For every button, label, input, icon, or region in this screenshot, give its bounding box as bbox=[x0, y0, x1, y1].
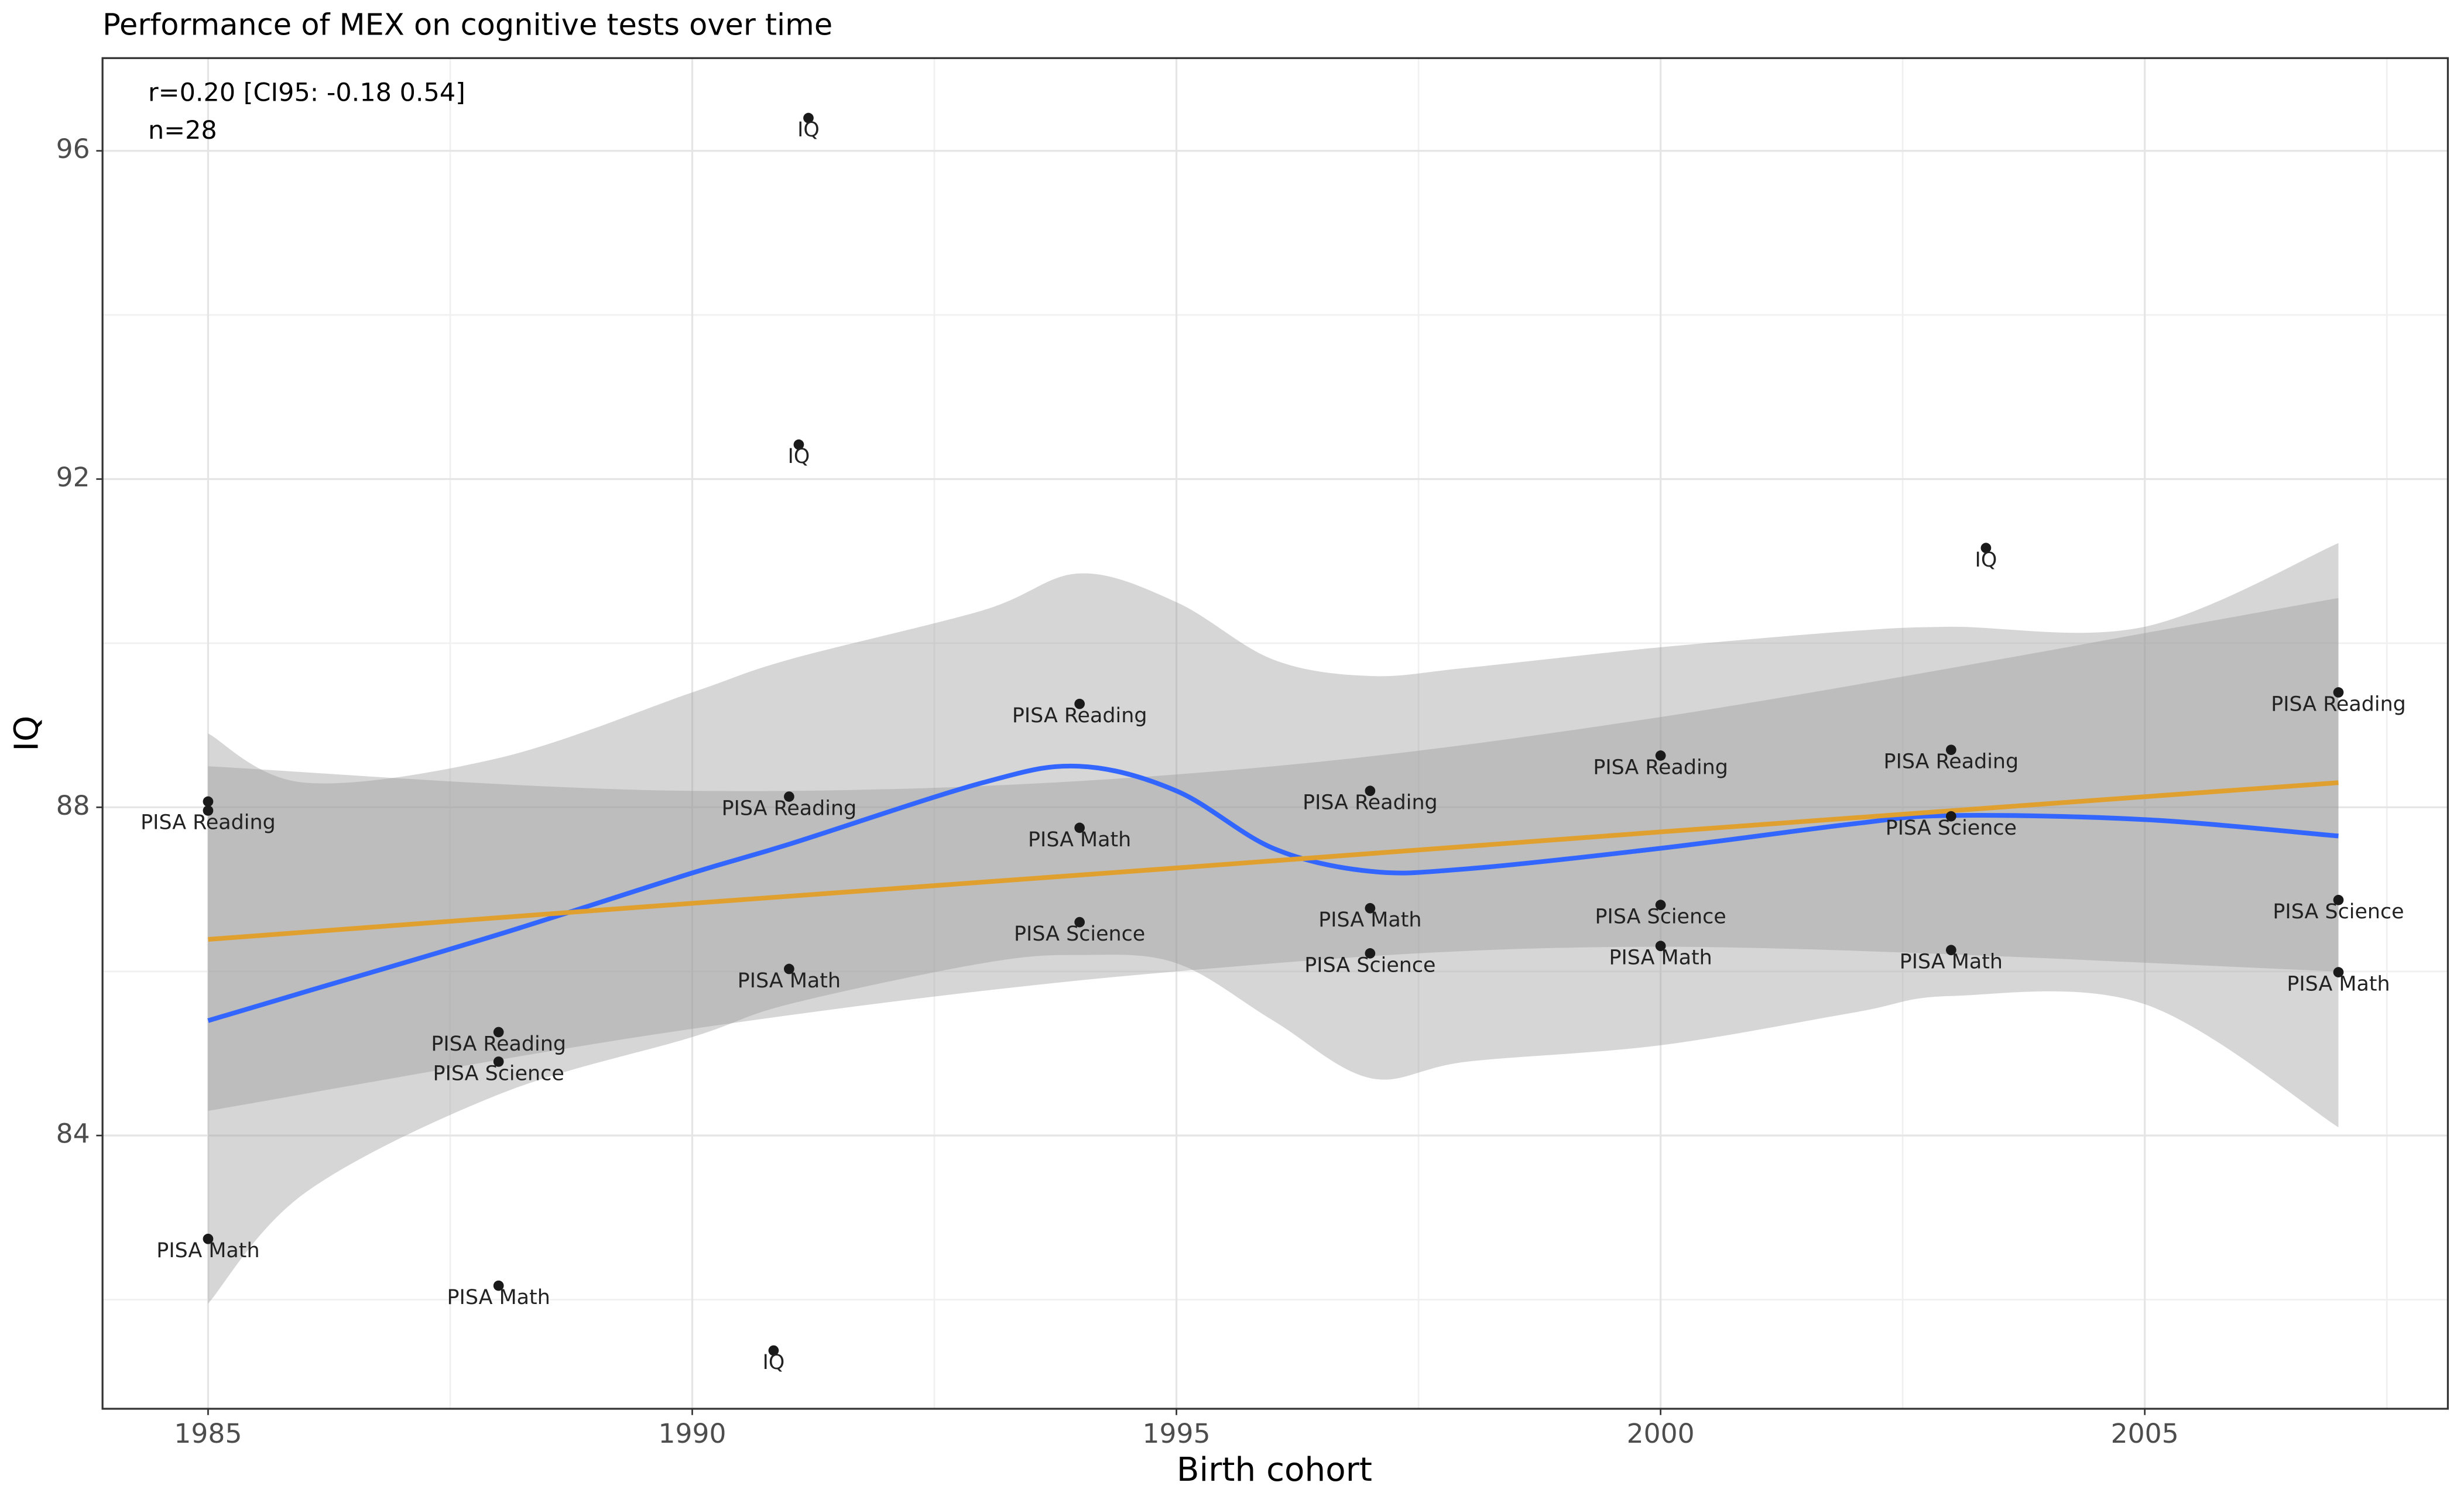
point-label: PISA Math bbox=[738, 969, 841, 993]
point bbox=[1074, 822, 1085, 833]
point bbox=[1365, 948, 1376, 959]
point bbox=[1074, 917, 1085, 928]
point-label: PISA Math bbox=[1028, 828, 1131, 852]
point-label: PISA Science bbox=[433, 1062, 564, 1085]
point-label: IQ bbox=[1975, 548, 1997, 572]
point-label: PISA Math bbox=[2287, 973, 2390, 996]
annotation: n=28 bbox=[148, 116, 217, 145]
point-label: PISA Math bbox=[1318, 908, 1421, 932]
point bbox=[203, 1233, 214, 1244]
x-tick-label: 1995 bbox=[1143, 1418, 1211, 1449]
point-label: PISA Science bbox=[1304, 953, 1435, 977]
x-tick-label: 2005 bbox=[2111, 1418, 2179, 1449]
point bbox=[1655, 900, 1666, 911]
point-label: IQ bbox=[763, 1351, 785, 1374]
point bbox=[493, 1056, 504, 1067]
point-label: PISA Science bbox=[2273, 900, 2404, 924]
y-tick-label: 92 bbox=[56, 462, 90, 493]
point bbox=[493, 1027, 504, 1038]
plot-border bbox=[101, 57, 2449, 1410]
x-tick-label: 2000 bbox=[1627, 1418, 1695, 1449]
point bbox=[2333, 687, 2344, 698]
y-tick-label: 84 bbox=[56, 1118, 90, 1149]
point bbox=[1365, 903, 1376, 914]
point bbox=[803, 112, 814, 123]
point-label: PISA Reading bbox=[1884, 750, 2019, 774]
point bbox=[1365, 785, 1376, 797]
point-label: PISA Math bbox=[1900, 950, 2003, 974]
fit-line bbox=[208, 780, 2339, 942]
point bbox=[1946, 744, 1956, 756]
point-label: PISA Reading bbox=[1303, 791, 1438, 815]
point bbox=[203, 805, 214, 816]
point-label: PISA Reading bbox=[722, 797, 857, 821]
y-tick-label: 96 bbox=[56, 133, 90, 164]
point bbox=[2333, 967, 2344, 977]
y-axis-title: IQ bbox=[8, 716, 46, 752]
point-label: PISA Reading bbox=[1012, 704, 1147, 728]
point bbox=[793, 439, 804, 450]
point bbox=[1655, 941, 1666, 952]
point-label: PISA Science bbox=[1014, 922, 1145, 946]
point bbox=[1980, 543, 1992, 554]
point bbox=[784, 791, 794, 802]
point bbox=[493, 1280, 504, 1291]
annotation: r=0.20 [CI95: -0.18 0.54] bbox=[148, 78, 465, 108]
x-tick-label: 1990 bbox=[658, 1418, 726, 1449]
point-label: IQ bbox=[797, 118, 820, 142]
point bbox=[1946, 945, 1956, 956]
point-label: PISA Reading bbox=[140, 811, 276, 834]
y-tick-label: 88 bbox=[56, 790, 90, 821]
point-label: IQ bbox=[788, 445, 810, 468]
point bbox=[784, 963, 794, 974]
point-label: PISA Science bbox=[1886, 816, 2017, 840]
point-label: PISA Reading bbox=[431, 1032, 566, 1056]
point-label: PISA Reading bbox=[1593, 756, 1728, 779]
point bbox=[2333, 894, 2344, 905]
plot-background bbox=[102, 58, 2448, 1409]
fit-line bbox=[207, 763, 2339, 1023]
chart-title: Performance of MEX on cognitive tests ov… bbox=[102, 8, 832, 43]
x-axis-title: Birth cohort bbox=[1177, 1451, 1372, 1489]
point bbox=[203, 796, 214, 807]
x-tick-label: 1985 bbox=[174, 1418, 242, 1449]
point bbox=[1655, 750, 1666, 761]
point-label: PISA Math bbox=[447, 1286, 550, 1309]
confidence-band bbox=[208, 598, 2339, 1111]
confidence-band bbox=[208, 543, 2339, 1304]
point-label: PISA Reading bbox=[2271, 693, 2406, 716]
point-label: PISA Math bbox=[156, 1239, 259, 1262]
point-label: PISA Math bbox=[1609, 946, 1712, 970]
point bbox=[1946, 811, 1956, 822]
point-label: PISA Science bbox=[1595, 905, 1726, 929]
point bbox=[1074, 698, 1085, 709]
point bbox=[768, 1345, 779, 1356]
